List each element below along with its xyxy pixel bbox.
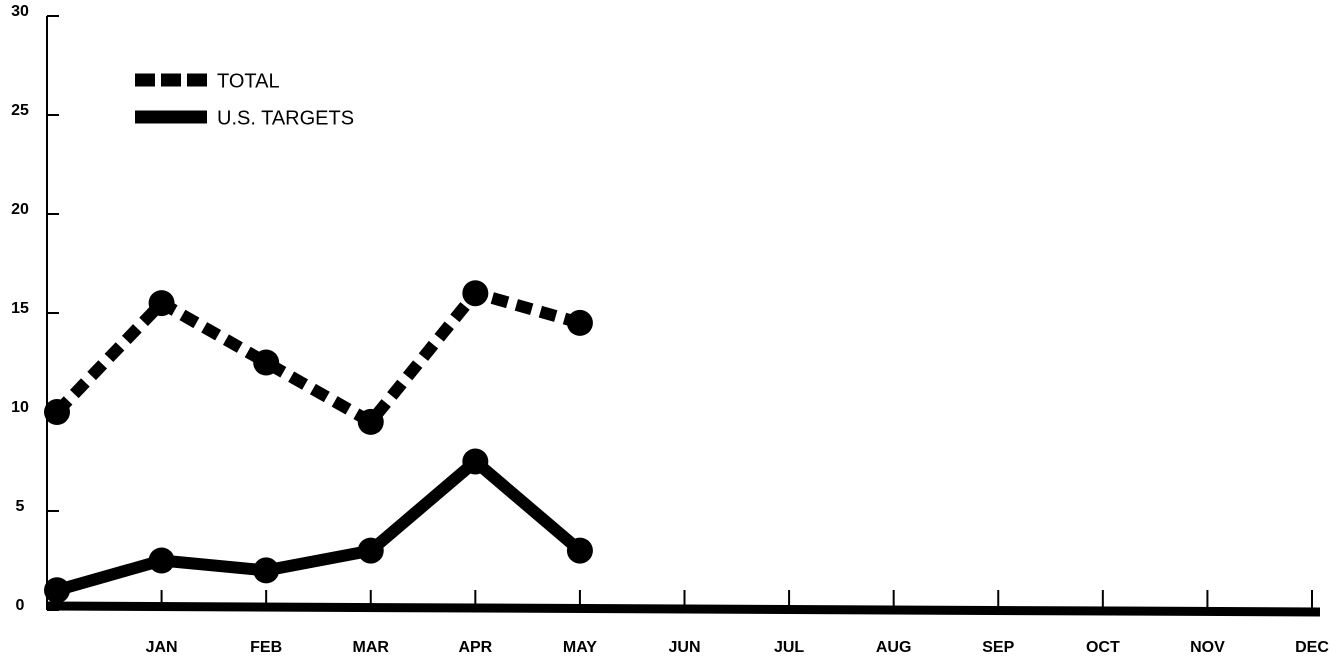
x-tick-label: MAY bbox=[563, 639, 597, 656]
point bbox=[357, 408, 384, 435]
x-tick-label: JAN bbox=[146, 639, 178, 656]
point bbox=[148, 290, 175, 317]
x-tick-label: AUG bbox=[876, 639, 912, 656]
point bbox=[44, 577, 70, 604]
legend-label: TOTAL bbox=[217, 70, 280, 92]
point bbox=[253, 557, 280, 584]
y-tick-label: 15 bbox=[11, 300, 29, 317]
x-tick-label: FEB bbox=[250, 639, 282, 656]
point bbox=[148, 547, 175, 574]
x-tick-label: APR bbox=[458, 639, 492, 656]
y-tick-label: 10 bbox=[11, 399, 29, 416]
x-tick-label: DEC bbox=[1295, 639, 1329, 656]
series-line bbox=[55, 453, 584, 596]
y-tick-label: 0 bbox=[16, 597, 25, 614]
point bbox=[566, 537, 593, 564]
x-tick-label: JUN bbox=[668, 639, 700, 656]
point bbox=[357, 537, 384, 564]
y-tick-label: 5 bbox=[16, 498, 25, 515]
y-tick-label: 30 bbox=[11, 3, 29, 20]
point bbox=[253, 349, 280, 376]
y-tick-label: 25 bbox=[11, 102, 29, 119]
x-tick-label: OCT bbox=[1086, 639, 1120, 656]
point bbox=[44, 399, 70, 425]
series-line bbox=[52, 286, 582, 430]
legend-label: U.S. TARGETS bbox=[217, 107, 354, 129]
x-tick-label: SEP bbox=[982, 639, 1014, 656]
y-tick-label: 20 bbox=[11, 201, 29, 218]
point bbox=[462, 448, 489, 475]
x-axis bbox=[46, 601, 1321, 617]
x-tick-label: JUL bbox=[774, 639, 804, 656]
x-tick-label: NOV bbox=[1190, 639, 1225, 656]
point bbox=[566, 309, 593, 336]
point bbox=[462, 280, 489, 307]
x-tick-label: MAR bbox=[353, 639, 390, 656]
